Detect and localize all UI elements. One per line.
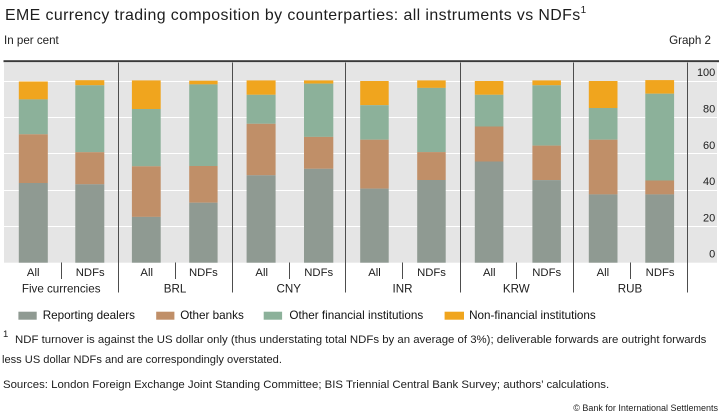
svg-text:KRW: KRW xyxy=(503,282,530,295)
svg-text:60: 60 xyxy=(703,140,715,152)
svg-text:NDFs: NDFs xyxy=(646,267,675,279)
svg-text:BRL: BRL xyxy=(164,282,187,295)
svg-text:NDFs: NDFs xyxy=(76,267,105,279)
svg-text:All: All xyxy=(483,267,496,279)
svg-text:Non-financial institutions: Non-financial institutions xyxy=(469,309,596,322)
svg-text:All: All xyxy=(368,267,381,279)
svg-text:All: All xyxy=(597,267,610,279)
svg-text:100: 100 xyxy=(697,67,715,79)
svg-text:Five currencies: Five currencies xyxy=(22,282,101,295)
svg-text:20: 20 xyxy=(703,212,715,224)
svg-text:All: All xyxy=(255,267,268,279)
svg-text:0: 0 xyxy=(709,249,715,261)
svg-text:All: All xyxy=(27,267,40,279)
svg-text:80: 80 xyxy=(703,104,715,116)
svg-text:40: 40 xyxy=(703,176,715,188)
svg-text:NDFs: NDFs xyxy=(532,267,561,279)
svg-text:RUB: RUB xyxy=(618,282,643,295)
svg-text:Reporting dealers: Reporting dealers xyxy=(43,309,135,322)
svg-text:Other banks: Other banks xyxy=(180,309,244,322)
svg-text:NDFs: NDFs xyxy=(417,267,446,279)
svg-text:Other financial institutions: Other financial institutions xyxy=(289,309,423,322)
svg-text:NDFs: NDFs xyxy=(189,267,218,279)
svg-text:NDFs: NDFs xyxy=(304,267,333,279)
svg-text:INR: INR xyxy=(393,282,413,295)
svg-text:All: All xyxy=(140,267,153,279)
svg-text:CNY: CNY xyxy=(276,282,301,295)
